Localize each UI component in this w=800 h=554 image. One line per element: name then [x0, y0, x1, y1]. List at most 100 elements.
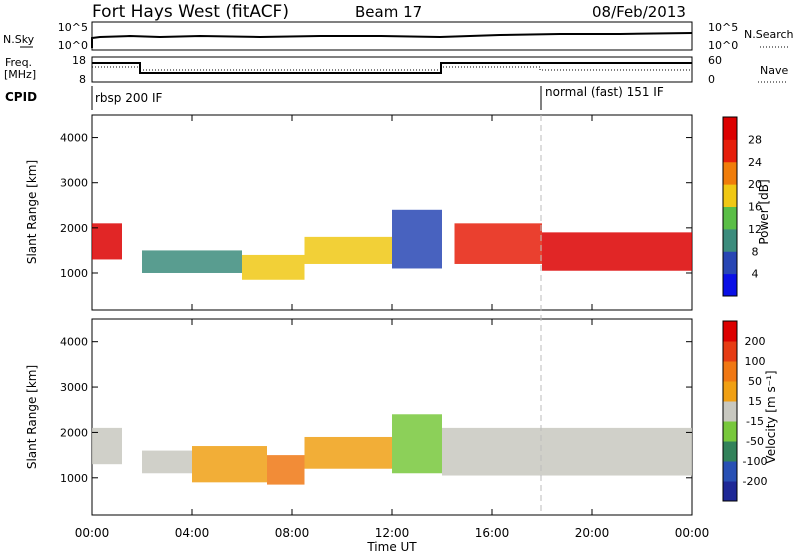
power-colorbar: 4 8 12 16 20 24 28	[722, 116, 762, 297]
velocity-echo-band	[142, 450, 192, 474]
velocity-colorbar-tick: -15	[746, 415, 764, 428]
power-colorbar-frame	[722, 116, 738, 297]
velocity-panel: 1000 2000 3000 4000 Slant Range [km] 200 100…	[25, 318, 778, 516]
nsearch-tick-bottom: 10^0	[708, 39, 738, 52]
power-colorbar-swatch	[723, 161, 737, 185]
power-ylabel: Slant Range [km]	[25, 160, 39, 264]
xtick-label: 20:00	[575, 526, 610, 540]
freq-trace	[92, 62, 692, 74]
velocity-colorbar-label: Velocity [m s⁻¹]	[764, 370, 778, 463]
velocity-ytick-label: 4000	[60, 336, 88, 349]
power-y-axis: 1000 2000 3000 4000	[60, 132, 692, 280]
power-ytick-label: 1000	[60, 267, 88, 280]
nsearch-tick-top: 10^5	[708, 21, 738, 34]
power-ytick-label: 2000	[60, 222, 88, 235]
velocity-colorbar-swatch	[723, 381, 737, 402]
velocity-colorbar-swatch	[723, 421, 737, 442]
freq-tick-top: 18	[72, 54, 86, 67]
power-echo-band	[142, 250, 242, 273]
nsky-panel: N.Sky 10^5 10^0 10^5 10^0 N.Search	[3, 21, 794, 52]
velocity-echo-band	[392, 414, 442, 474]
xtick-label: 00:00	[75, 526, 110, 540]
nsky-trace	[91, 32, 693, 48]
nave-tick-top: 60	[708, 54, 722, 67]
power-colorbar-swatch	[723, 228, 737, 252]
velocity-echo-band	[304, 436, 392, 469]
velocity-colorbar-tick: 100	[745, 355, 766, 368]
power-colorbar-tick: 4	[752, 268, 759, 281]
time-xlabel: Time UT	[366, 540, 417, 554]
cpid-segment-2: normal (fast) 151 IF	[545, 85, 664, 99]
nave-tick-bottom: 0	[708, 73, 715, 86]
velocity-echo-band	[442, 427, 692, 476]
power-echo-band	[304, 236, 392, 264]
velocity-ytick-label: 3000	[60, 381, 88, 394]
power-echo-band	[392, 209, 442, 269]
power-colorbar-swatch	[723, 117, 737, 140]
velocity-y-axis: 1000 2000 3000 4000	[60, 336, 692, 485]
cpid-label: CPID	[5, 90, 37, 104]
velocity-colorbar-tick: -100	[743, 455, 768, 468]
xtick-label: 04:00	[175, 526, 210, 540]
freq-label-line2: [MHz]	[4, 68, 36, 81]
power-echo-band	[92, 223, 122, 260]
power-colorbar-swatch	[723, 139, 737, 163]
nsky-tick-bottom: 10^0	[58, 39, 88, 52]
velocity-colorbar-tick: -200	[743, 475, 768, 488]
power-colorbar-tick: 24	[748, 156, 762, 169]
power-echo-band	[542, 232, 692, 271]
power-colorbar-tick: 12	[748, 223, 762, 236]
velocity-colorbar-tick: -50	[746, 435, 764, 448]
velocity-colorbar-swatch	[723, 341, 737, 362]
time-x-axis: 00:00 04:00 08:00 12:00 16:00 20:00 00:00	[75, 115, 710, 540]
velocity-echo-band	[267, 455, 305, 485]
xtick-label: 16:00	[475, 526, 510, 540]
velocity-colorbar-swatch	[723, 401, 737, 422]
power-panel: 1000 2000 3000 4000 Slant Range [km] 4 8 12 16…	[25, 114, 771, 311]
power-ytick-label: 4000	[60, 132, 88, 145]
velocity-colorbar-tick: 50	[748, 375, 762, 388]
velocity-colorbar-frame	[722, 320, 738, 502]
freq-label-line1: Freq.	[5, 56, 32, 69]
nave-label: Nave	[760, 64, 788, 77]
power-colorbar-swatch	[723, 251, 737, 275]
nsky-tick-top: 10^5	[58, 21, 88, 34]
xtick-label: 12:00	[375, 526, 410, 540]
velocity-colorbar-swatch	[723, 361, 737, 382]
freq-panel: Freq. [MHz] 18 8 60 0 Nave	[4, 54, 788, 86]
power-echo-layer	[92, 209, 692, 280]
power-colorbar-tick: 16	[748, 201, 762, 214]
cpid-strip: CPID rbsp 200 IF normal (fast) 151 IF	[5, 85, 664, 110]
xtick-label: 00:00	[675, 526, 710, 540]
beam-title: Beam 17	[355, 3, 422, 21]
power-echo-band	[454, 223, 542, 264]
velocity-ytick-label: 1000	[60, 472, 88, 485]
nsky-label: N.Sky	[3, 33, 35, 46]
power-colorbar-tick: 20	[748, 178, 762, 191]
power-colorbar-swatch	[723, 273, 737, 297]
velocity-colorbar: 200 100 50 15 -15 -50 -100 -200	[722, 320, 768, 502]
velocity-echo-band	[192, 446, 267, 483]
velocity-colorbar-swatch	[723, 441, 737, 462]
velocity-colorbar-tick: 200	[745, 335, 766, 348]
velocity-colorbar-swatch	[723, 481, 737, 502]
cpid-segment-1: rbsp 200 IF	[95, 91, 162, 105]
velocity-echo-band	[92, 427, 122, 465]
xtick-label: 08:00	[275, 526, 310, 540]
power-echo-band	[242, 254, 305, 280]
nave-trace	[92, 66, 692, 71]
freq-frame	[91, 56, 693, 83]
power-colorbar-swatch	[723, 206, 737, 230]
velocity-colorbar-swatch	[723, 461, 737, 482]
velocity-colorbar-swatch	[723, 321, 737, 342]
nsky-frame	[91, 21, 693, 51]
velocity-ylabel: Slant Range [km]	[25, 365, 39, 469]
power-colorbar-tick: 28	[748, 133, 762, 146]
nsearch-label: N.Search	[744, 28, 794, 41]
date-title: 08/Feb/2013	[592, 3, 686, 21]
power-colorbar-tick: 8	[752, 245, 759, 258]
power-colorbar-swatch	[723, 184, 737, 207]
power-colorbar-label: Power [dB]	[757, 179, 771, 244]
power-ytick-label: 3000	[60, 177, 88, 190]
